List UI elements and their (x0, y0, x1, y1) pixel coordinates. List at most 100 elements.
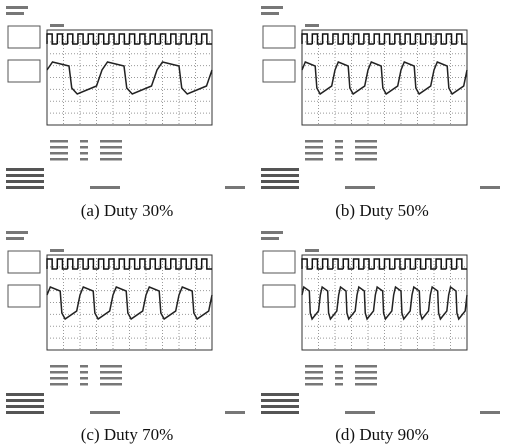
scope-text (100, 140, 122, 143)
scope-text (90, 186, 120, 189)
scope-text (100, 371, 122, 374)
scope-text (335, 158, 343, 161)
scope-text (261, 411, 299, 414)
scope-text (6, 231, 28, 234)
scope-text (261, 399, 299, 402)
scope-text (50, 140, 68, 143)
scope-text (355, 146, 377, 149)
scope-text (261, 180, 299, 183)
scope-text (100, 377, 122, 380)
scope-text (80, 371, 88, 374)
scope-text (335, 152, 343, 155)
scope-text (80, 140, 88, 143)
scope-text (225, 186, 245, 189)
scope-text (355, 152, 377, 155)
scope-text (261, 231, 283, 234)
channel-box (8, 60, 40, 82)
scope-text (345, 411, 375, 414)
scope-text (355, 383, 377, 386)
square-wave (302, 34, 467, 44)
scope-text (6, 174, 44, 177)
scope-text (335, 146, 343, 149)
scope-text (305, 371, 323, 374)
scope-text (335, 140, 343, 143)
scope-text (305, 140, 323, 143)
scope-text (6, 411, 44, 414)
scope-text (261, 168, 299, 171)
scope-text (6, 399, 44, 402)
scope-text (345, 186, 375, 189)
caption: (c) Duty 70% (81, 425, 174, 444)
scope-text (6, 405, 44, 408)
scope-text (305, 365, 323, 368)
scope-text (261, 237, 279, 240)
scope-text (305, 377, 323, 380)
scope-text (6, 186, 44, 189)
scope-text (50, 152, 68, 155)
square-wave (47, 259, 212, 269)
scope-text (50, 377, 68, 380)
scope-text (50, 24, 64, 27)
scope-text (305, 383, 323, 386)
caption: (d) Duty 90% (335, 425, 428, 444)
scope-text (50, 371, 68, 374)
scope-text (261, 405, 299, 408)
scope-text (50, 249, 64, 252)
scope-text (50, 383, 68, 386)
scope-text (80, 158, 88, 161)
scope-text (335, 377, 343, 380)
scope-text (261, 12, 279, 15)
scope-text (80, 365, 88, 368)
scope-text (6, 12, 24, 15)
caption: (a) Duty 30% (81, 201, 174, 220)
caption: (b) Duty 50% (335, 201, 428, 220)
scope-text (225, 411, 245, 414)
scope-text (261, 6, 283, 9)
scope-text (90, 411, 120, 414)
channel-box (8, 285, 40, 307)
scope-text (100, 152, 122, 155)
scope-text (6, 168, 44, 171)
scope-text (100, 146, 122, 149)
scope-text (305, 152, 323, 155)
scope-text (6, 6, 28, 9)
scope-text (355, 158, 377, 161)
scope-text (80, 383, 88, 386)
channel-box (8, 26, 40, 48)
scope-text (50, 146, 68, 149)
scope-text (355, 371, 377, 374)
scope-text (305, 249, 319, 252)
channel-box (263, 26, 295, 48)
scope-text (100, 158, 122, 161)
scope-text (305, 146, 323, 149)
scope-text (100, 365, 122, 368)
scope-text (80, 146, 88, 149)
square-wave (47, 34, 212, 44)
scope-text (50, 365, 68, 368)
figure: (a) Duty 30% (b) Duty 50% (c) Duty 70% (… (0, 0, 507, 447)
scope-text (261, 186, 299, 189)
channel-box (8, 251, 40, 273)
scope-text (261, 393, 299, 396)
scope-text (480, 186, 500, 189)
channel-box (263, 251, 295, 273)
scope-text (261, 174, 299, 177)
square-wave (302, 259, 467, 269)
scope-text (50, 158, 68, 161)
scope-text (355, 365, 377, 368)
scope-text (80, 152, 88, 155)
scope-text (335, 383, 343, 386)
channel-box (263, 60, 295, 82)
scope-text (335, 371, 343, 374)
scope-text (355, 140, 377, 143)
scope-text (6, 237, 24, 240)
channel-box (263, 285, 295, 307)
scope-text (305, 24, 319, 27)
scope-text (6, 180, 44, 183)
scope-text (335, 365, 343, 368)
scope-text (480, 411, 500, 414)
scope-text (6, 393, 44, 396)
scope-text (100, 383, 122, 386)
scope-text (355, 377, 377, 380)
scope-text (80, 377, 88, 380)
